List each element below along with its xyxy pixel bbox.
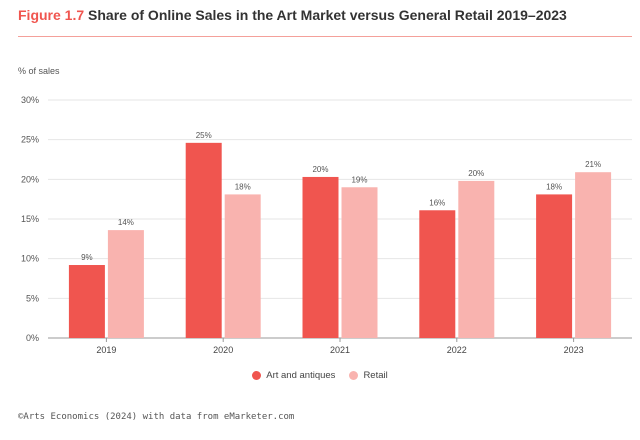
y-tick-label: 20% [21,174,39,184]
bar-art-2019[interactable] [68,265,105,338]
y-tick-label: 25% [21,135,39,145]
bar-retail-2023[interactable] [575,172,612,338]
y-tick-label: 10% [21,254,39,264]
y-tick-label: 5% [26,293,39,303]
y-tick-label: 30% [21,95,39,105]
data-labels: 9% 14% 25% 18% 20% 19% 16% 20% 18% 21% [81,131,601,262]
data-label-retail-2021: 19% [351,175,367,184]
data-label-art-2021: 20% [312,165,328,174]
y-tick-label: 15% [21,214,39,224]
source-note: ©Arts Economics (2024) with data from eM… [18,412,295,422]
y-axis-label: % of sales [18,66,60,76]
bar-art-2020[interactable] [185,142,222,338]
legend-item-art-and-antiques[interactable]: Art and antiques [252,370,335,381]
x-tick-label-2020: 2020 [213,345,233,355]
bars [68,142,612,338]
figure-number: Figure 1.7 [18,7,85,23]
legend-swatch-art [252,371,262,380]
bar-retail-2021[interactable] [341,187,378,338]
figure-title-text: Share of Online Sales in the Art Market … [88,7,567,23]
bar-retail-2020[interactable] [224,194,261,338]
bar-art-2023[interactable] [536,194,573,338]
x-tick-label-2022: 2022 [447,345,467,355]
data-label-retail-2019: 14% [118,218,134,227]
data-label-art-2019: 9% [81,253,93,262]
y-tick-label: 0% [26,333,39,343]
chart-title: Figure 1.7 Share of Online Sales in the … [18,7,567,23]
data-label-retail-2023: 21% [585,160,601,169]
data-label-retail-2022: 20% [468,169,484,178]
data-label-art-2020: 25% [196,131,212,140]
legend-label-art: Art and antiques [266,370,336,381]
legend: Art and antiques Retail [0,370,640,381]
data-label-art-2023: 18% [546,182,562,191]
y-tick-labels: 0% 5% 10% 15% 20% 25% 30% [21,95,39,343]
x-tick-label-2023: 2023 [564,345,584,355]
bar-retail-2022[interactable] [458,180,495,338]
data-label-art-2022: 16% [429,198,445,207]
data-label-retail-2020: 18% [235,182,251,191]
title-rule [18,36,632,37]
bar-retail-2019[interactable] [107,230,144,338]
legend-item-retail[interactable]: Retail [349,370,388,381]
x-tick-label-2021: 2021 [330,345,350,355]
bar-art-2021[interactable] [302,176,339,338]
x-tick-labels: 2019 2020 2021 2022 2023 [96,338,584,355]
legend-swatch-retail [349,371,359,380]
legend-label-retail: Retail [363,370,388,381]
bar-art-2022[interactable] [419,210,456,338]
x-tick-label-2019: 2019 [96,345,116,355]
